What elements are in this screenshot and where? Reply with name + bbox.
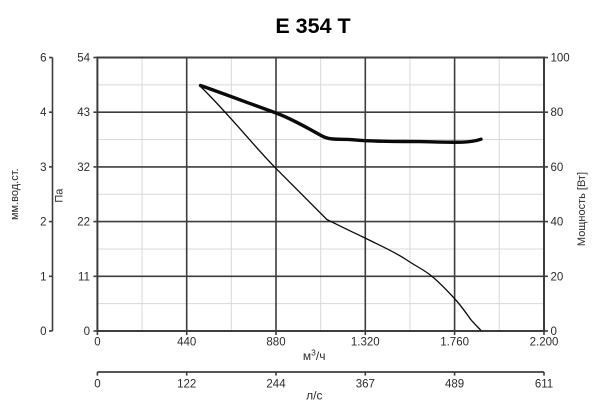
svg-text:мм.вод.ст.: мм.вод.ст. (9, 168, 21, 220)
svg-text:54: 54 (77, 53, 90, 65)
svg-text:32: 32 (77, 162, 90, 174)
svg-text:611: 611 (535, 378, 553, 390)
svg-text:1.320: 1.320 (351, 337, 380, 349)
svg-text:1: 1 (40, 271, 46, 283)
svg-text:367: 367 (356, 378, 375, 390)
svg-text:440: 440 (177, 337, 196, 349)
svg-text:1.760: 1.760 (440, 337, 469, 349)
svg-text:6: 6 (40, 53, 46, 65)
svg-text:0: 0 (551, 326, 557, 338)
svg-text:80: 80 (551, 107, 564, 119)
svg-text:0: 0 (94, 378, 100, 390)
svg-text:Мощность [Вт]: Мощность [Вт] (576, 172, 588, 246)
svg-text:E 354 T: E 354 T (275, 14, 350, 38)
svg-text:122: 122 (177, 378, 196, 390)
svg-text:100: 100 (551, 53, 570, 65)
svg-text:244: 244 (266, 378, 286, 390)
svg-text:0: 0 (94, 337, 100, 349)
svg-text:11: 11 (78, 271, 90, 283)
svg-text:40: 40 (551, 217, 564, 229)
svg-text:3: 3 (40, 162, 46, 174)
svg-text:0: 0 (84, 326, 90, 338)
svg-text:Па: Па (54, 188, 66, 203)
svg-text:0: 0 (40, 326, 46, 338)
svg-text:489: 489 (445, 378, 464, 390)
svg-text:м3/ч: м3/ч (303, 348, 326, 364)
svg-text:2.200: 2.200 (530, 337, 559, 349)
svg-text:2: 2 (40, 217, 46, 229)
svg-text:22: 22 (77, 217, 90, 229)
svg-text:л/с: л/с (306, 388, 322, 402)
svg-text:43: 43 (77, 107, 90, 119)
svg-text:20: 20 (551, 271, 564, 283)
svg-text:60: 60 (551, 162, 564, 174)
svg-text:4: 4 (40, 107, 47, 119)
svg-text:880: 880 (266, 337, 285, 349)
